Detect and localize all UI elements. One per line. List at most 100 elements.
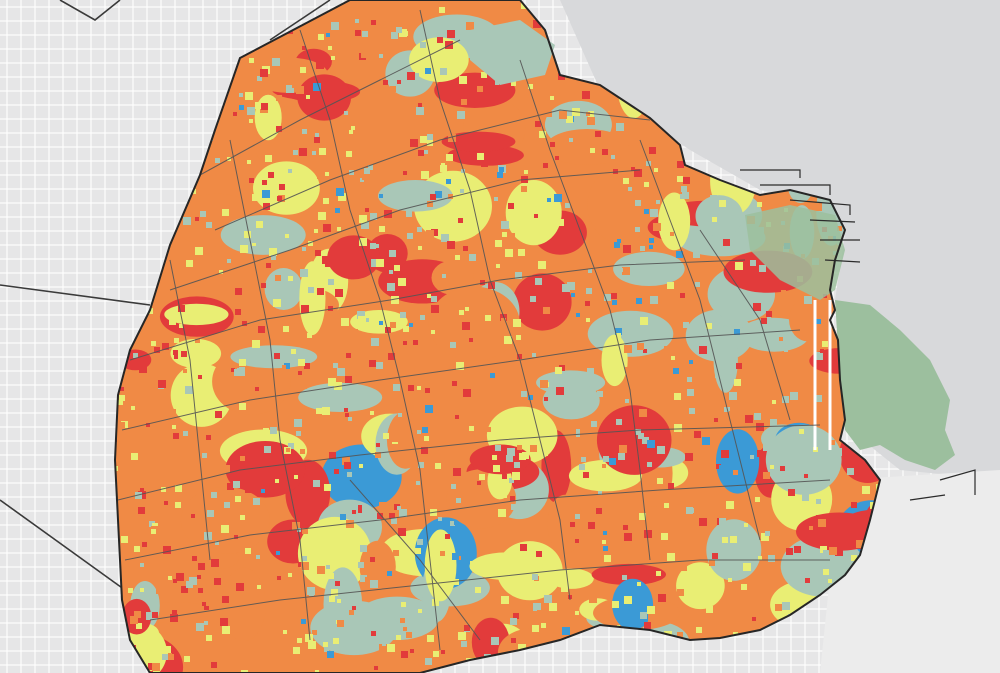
outer-boundaries bbox=[0, 0, 331, 591]
grid-cell bbox=[328, 279, 334, 285]
grid-cell bbox=[452, 553, 459, 560]
grid-cell bbox=[689, 408, 695, 414]
grid-cell bbox=[695, 282, 700, 287]
grid-cell bbox=[316, 61, 324, 69]
grid-cell bbox=[680, 293, 685, 298]
grid-cell bbox=[222, 626, 230, 634]
grid-cell bbox=[522, 452, 529, 459]
grid-cell bbox=[331, 589, 338, 596]
grid-cell bbox=[425, 405, 433, 413]
grid-cell bbox=[524, 170, 528, 174]
grid-cell bbox=[382, 24, 389, 31]
grid-cell bbox=[231, 368, 235, 372]
grid-cell bbox=[616, 419, 622, 425]
grid-cell bbox=[161, 469, 165, 473]
grid-cell bbox=[204, 606, 209, 611]
density-blob bbox=[298, 382, 383, 412]
grid-cell bbox=[393, 607, 398, 612]
grid-cell bbox=[298, 359, 305, 366]
grid-cell bbox=[420, 315, 425, 320]
grid-cell bbox=[459, 76, 467, 84]
grid-cell bbox=[623, 525, 628, 530]
grid-cell bbox=[156, 588, 162, 594]
grid-cell bbox=[398, 528, 406, 536]
grid-cell bbox=[555, 156, 559, 160]
grid-cell bbox=[202, 610, 210, 618]
grid-cell bbox=[509, 478, 514, 483]
grid-cell bbox=[538, 261, 546, 269]
grid-cell bbox=[495, 445, 501, 451]
grid-cell bbox=[611, 155, 615, 159]
grid-cell bbox=[651, 422, 659, 430]
grid-cell bbox=[410, 649, 414, 653]
grid-cell bbox=[441, 234, 449, 242]
grid-cell bbox=[240, 245, 248, 253]
grid-cell bbox=[300, 67, 306, 73]
grid-cell bbox=[370, 580, 378, 588]
grid-cell bbox=[677, 632, 683, 638]
grid-cell bbox=[439, 7, 445, 13]
grid-cell bbox=[417, 539, 423, 545]
grid-cell bbox=[282, 365, 286, 369]
grid-cell bbox=[411, 11, 419, 19]
grid-cell bbox=[670, 232, 674, 236]
grid-cell bbox=[389, 250, 396, 257]
grid-cell bbox=[790, 392, 798, 400]
density-blob bbox=[180, 486, 270, 554]
grid-cell bbox=[518, 644, 526, 652]
grid-cell bbox=[420, 136, 427, 143]
grid-cell bbox=[416, 107, 424, 115]
grid-cell bbox=[720, 246, 724, 250]
grid-cell bbox=[543, 163, 548, 168]
grid-cell bbox=[410, 139, 418, 147]
grid-cell bbox=[300, 269, 308, 277]
grid-cell bbox=[215, 411, 222, 418]
grid-cell bbox=[459, 506, 466, 513]
grid-cell bbox=[211, 662, 217, 668]
grid-cell bbox=[163, 546, 171, 554]
grid-cell bbox=[463, 246, 468, 251]
grid-cell bbox=[407, 72, 415, 80]
grid-cell bbox=[158, 380, 166, 388]
grid-cell bbox=[470, 561, 478, 569]
grid-cell bbox=[193, 363, 201, 371]
density-blob bbox=[545, 129, 629, 165]
grid-cell bbox=[530, 296, 536, 302]
grid-cell bbox=[588, 522, 595, 529]
grid-cell bbox=[802, 494, 809, 501]
grid-cell bbox=[172, 610, 177, 615]
grid-cell bbox=[403, 627, 407, 631]
grid-cell bbox=[437, 37, 443, 43]
grid-cell bbox=[328, 378, 336, 386]
grid-cell bbox=[536, 551, 542, 557]
grid-cell bbox=[206, 635, 212, 641]
grid-cell bbox=[393, 550, 399, 556]
grid-cell bbox=[128, 588, 133, 593]
grid-cell bbox=[403, 171, 407, 175]
grid-cell bbox=[541, 623, 546, 628]
grid-cell bbox=[805, 578, 810, 583]
grid-cell bbox=[744, 337, 751, 344]
grid-cell bbox=[837, 226, 842, 231]
grid-cell bbox=[197, 575, 201, 579]
grid-cell bbox=[271, 563, 275, 567]
grid-cell bbox=[222, 596, 229, 603]
grid-cell bbox=[302, 384, 307, 389]
grid-cell bbox=[493, 465, 500, 472]
grid-cell bbox=[374, 52, 380, 58]
grid-cell bbox=[433, 651, 439, 657]
grid-cell bbox=[387, 644, 395, 652]
grid-cell bbox=[592, 394, 596, 398]
grid-cell bbox=[361, 221, 369, 229]
grid-cell bbox=[309, 591, 314, 596]
grid-cell bbox=[376, 362, 383, 369]
grid-cell bbox=[389, 513, 395, 519]
grid-cell bbox=[643, 349, 647, 353]
grid-cell bbox=[276, 95, 282, 101]
grid-cell bbox=[417, 227, 422, 232]
grid-cell bbox=[425, 68, 431, 74]
grid-cell bbox=[491, 637, 499, 645]
grid-cell bbox=[307, 104, 315, 112]
grid-cell bbox=[488, 282, 495, 289]
